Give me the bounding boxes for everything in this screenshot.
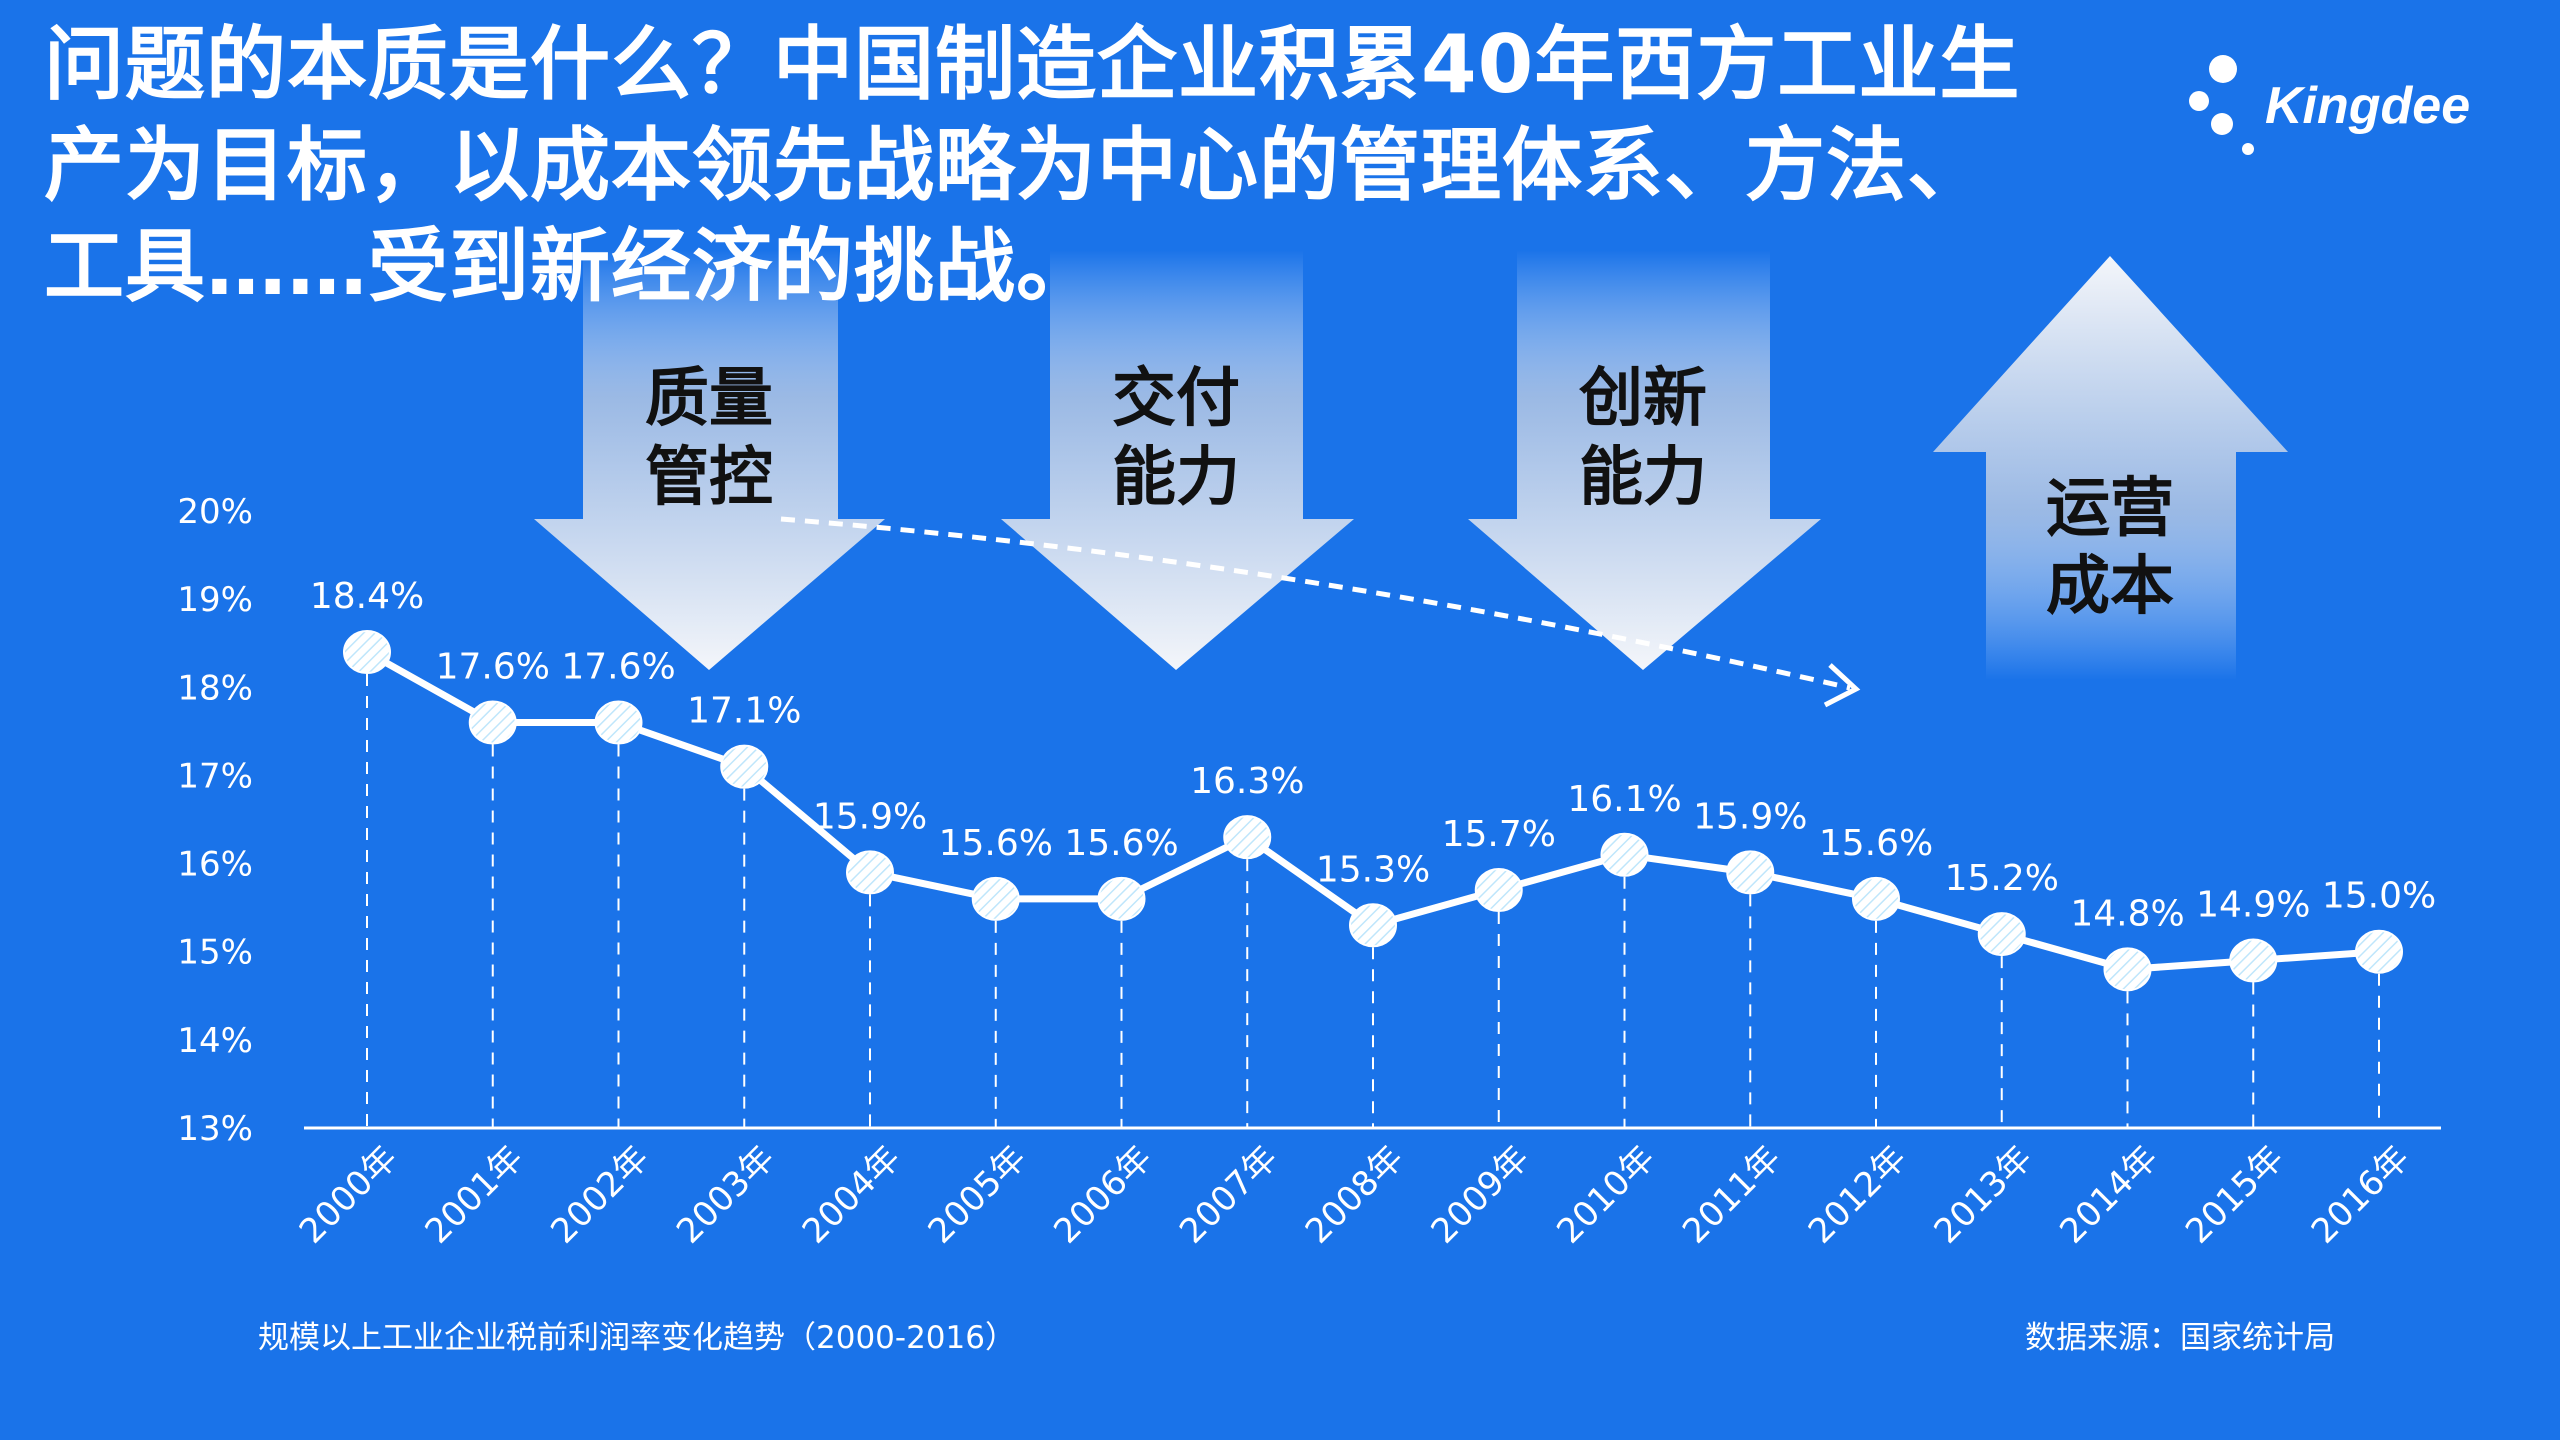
x-tick-label: 2009年 xyxy=(1424,1138,1538,1252)
data-point xyxy=(1097,876,1146,921)
data-label: 18.4% xyxy=(310,576,424,617)
y-tick-label: 15% xyxy=(177,933,253,973)
x-tick-label: 2012年 xyxy=(1801,1138,1915,1252)
data-point xyxy=(343,630,391,675)
title-line-2: 产为目标，以成本领先战略为中心的管理体系、方法、 xyxy=(44,119,1988,212)
x-tick-label: 2005年 xyxy=(921,1138,1035,1252)
data-label: 15.6% xyxy=(1064,823,1178,864)
arrow-label: 运营 xyxy=(2046,472,2174,546)
page-title: 问题的本质是什么？中国制造企业积累40年西方工业生 产为目标，以成本领先战略为中… xyxy=(44,14,2164,317)
x-tick-label: 2006年 xyxy=(1046,1138,1160,1252)
arrow-label: 能力 xyxy=(1579,441,1707,515)
arrow-shape xyxy=(1933,256,2288,680)
data-label: 15.0% xyxy=(2322,876,2436,917)
arrow-shape xyxy=(1468,250,1821,670)
data-point xyxy=(2355,929,2403,974)
data-point xyxy=(594,700,643,745)
title-line-1: 问题的本质是什么？中国制造企业积累40年西方工业生 xyxy=(44,18,2021,111)
x-tick-label: 2013年 xyxy=(1927,1138,2041,1252)
y-tick-label: 13% xyxy=(177,1109,253,1149)
data-point xyxy=(1852,876,1900,921)
y-tick-label: 18% xyxy=(177,668,253,708)
y-tick-label: 14% xyxy=(177,1021,253,1061)
data-label: 14.8% xyxy=(2070,893,2184,934)
x-tick-label: 2016年 xyxy=(2304,1138,2418,1252)
y-tick-label: 17% xyxy=(177,756,253,796)
data-label: 14.9% xyxy=(2196,885,2310,926)
trend-dashed-arrow xyxy=(780,516,1851,691)
data-label: 17.6% xyxy=(561,647,675,688)
x-tick-label: 2001年 xyxy=(418,1138,532,1252)
x-tick-label: 2014年 xyxy=(2052,1138,2166,1252)
data-point xyxy=(2229,938,2278,983)
y-tick-label: 19% xyxy=(177,580,253,620)
data-point xyxy=(846,850,894,895)
data-label: 15.2% xyxy=(1945,858,2059,899)
data-label: 17.1% xyxy=(687,691,801,732)
title-line-3: 工具……受到新经济的挑战。 xyxy=(44,220,1097,313)
data-label: 16.3% xyxy=(1190,761,1304,802)
x-tick-label: 2000年 xyxy=(292,1138,406,1252)
data-label: 17.6% xyxy=(436,647,550,688)
trend-arrowhead xyxy=(1823,663,1861,708)
arrow-label: 管控 xyxy=(645,441,773,515)
y-tick-label: 16% xyxy=(177,845,253,885)
x-tick-label: 2002年 xyxy=(543,1138,657,1252)
arrow-label: 质量 xyxy=(645,362,773,436)
data-point xyxy=(1474,868,1523,913)
chart-caption: 规模以上工业企业税前利润率变化趋势（2000-2016） xyxy=(258,1320,1016,1356)
svg-text:Kingdee: Kingdee xyxy=(2265,77,2470,135)
x-tick-label: 2008年 xyxy=(1298,1138,1412,1252)
x-tick-label: 2010年 xyxy=(1549,1138,1663,1252)
data-point xyxy=(468,700,517,745)
data-point xyxy=(720,744,769,789)
data-point xyxy=(2103,947,2152,992)
data-label: 15.7% xyxy=(1442,814,1556,855)
data-label: 15.6% xyxy=(939,823,1053,864)
kingdee-logo: Kingdee xyxy=(2189,55,2470,155)
data-point xyxy=(1600,832,1649,877)
x-tick-label: 2007年 xyxy=(1172,1138,1286,1252)
x-tick-label: 2004年 xyxy=(795,1138,909,1252)
data-label: 15.9% xyxy=(1693,796,1807,837)
x-tick-label: 2003年 xyxy=(669,1138,783,1252)
arrow-label: 创新 xyxy=(1579,362,1707,436)
data-point xyxy=(1223,815,1272,860)
data-label: 15.3% xyxy=(1316,849,1430,890)
arrow-label: 交付 xyxy=(1112,362,1240,436)
data-point xyxy=(1349,903,1397,948)
data-label: 15.9% xyxy=(813,796,927,837)
data-label: 16.1% xyxy=(1567,779,1681,820)
arrow-label: 成本 xyxy=(2046,550,2174,624)
data-point xyxy=(971,876,1020,921)
data-source: 数据来源：国家统计局 xyxy=(2025,1320,2335,1356)
data-point xyxy=(1726,850,1775,895)
x-tick-label: 2011年 xyxy=(1675,1138,1789,1252)
data-point xyxy=(1977,912,2026,957)
y-tick-label: 20% xyxy=(177,492,253,532)
arrow-label: 能力 xyxy=(1112,441,1240,515)
x-tick-label: 2015年 xyxy=(2178,1138,2292,1252)
arrow-shape xyxy=(1001,250,1354,670)
data-label: 15.6% xyxy=(1819,823,1933,864)
arrow-shape xyxy=(534,250,885,670)
